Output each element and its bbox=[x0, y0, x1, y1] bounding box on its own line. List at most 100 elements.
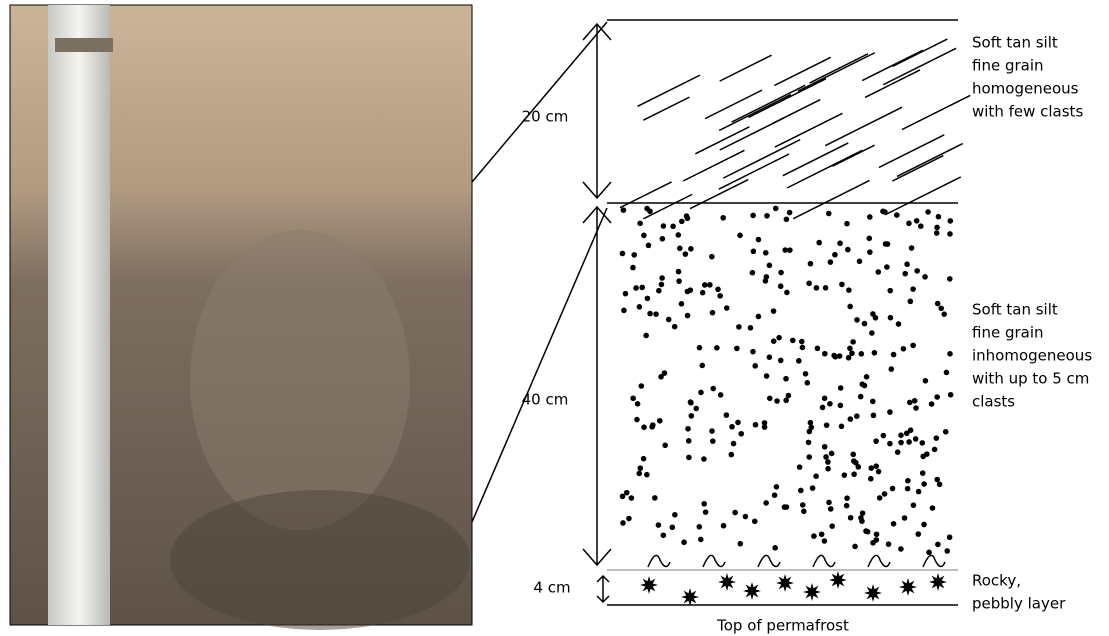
pebble bbox=[923, 555, 945, 567]
clast-dot bbox=[752, 519, 758, 525]
clast-dot bbox=[686, 438, 692, 444]
clast-dot bbox=[814, 285, 820, 291]
clast-dot bbox=[906, 221, 912, 227]
layer-description: with few clasts bbox=[972, 103, 1083, 121]
clast-dot bbox=[763, 278, 769, 284]
clast-dot bbox=[906, 439, 912, 445]
clast-dot bbox=[868, 465, 874, 471]
clast-dot bbox=[776, 335, 782, 341]
clast-dot bbox=[870, 540, 876, 546]
clast-dot bbox=[784, 216, 790, 222]
clast-dot bbox=[715, 287, 721, 293]
clast-dot bbox=[764, 373, 770, 379]
clast-dot bbox=[717, 293, 723, 299]
clast-dot bbox=[948, 392, 954, 398]
clast-dot bbox=[643, 333, 649, 339]
clast-dot bbox=[750, 270, 756, 276]
clast-dot bbox=[635, 401, 641, 407]
clast-dot bbox=[902, 515, 908, 521]
hatch bbox=[798, 53, 875, 91]
clast-dot bbox=[913, 436, 919, 442]
layer-description: Rocky, bbox=[972, 572, 1021, 590]
clast-dot bbox=[898, 432, 904, 438]
hatch bbox=[883, 48, 956, 84]
clast-dot bbox=[864, 374, 870, 380]
clast-dot bbox=[729, 452, 735, 458]
clast-dot bbox=[773, 206, 779, 212]
clast-dot bbox=[885, 241, 891, 247]
clast-dot bbox=[844, 221, 850, 227]
clast-dot bbox=[806, 281, 812, 287]
clast-dot bbox=[637, 304, 643, 310]
clast-dot bbox=[790, 338, 796, 344]
clast-dot bbox=[720, 215, 726, 221]
clast-dot bbox=[824, 422, 830, 428]
clast-dot bbox=[891, 521, 897, 527]
clast-dot bbox=[936, 214, 942, 220]
thickness-label: 4 cm bbox=[533, 579, 570, 597]
clast-dot bbox=[890, 486, 896, 492]
clast-dot bbox=[873, 438, 879, 444]
clast-dot bbox=[828, 259, 834, 265]
clast-dot bbox=[926, 550, 932, 556]
clast-dot bbox=[685, 313, 691, 319]
clast-dot bbox=[886, 541, 892, 547]
hatch bbox=[893, 39, 948, 66]
clast-dot bbox=[924, 451, 930, 457]
clast-dot bbox=[811, 533, 817, 539]
clast-dot bbox=[820, 405, 826, 411]
thickness-arrows bbox=[583, 24, 611, 602]
clast-dot bbox=[729, 424, 735, 430]
clast-dot bbox=[702, 282, 708, 288]
clast-dot bbox=[875, 269, 881, 275]
clast-dot bbox=[641, 424, 647, 430]
clast-dot bbox=[681, 539, 687, 545]
clast-dot bbox=[646, 243, 652, 249]
layer-description: clasts bbox=[972, 393, 1015, 411]
clast-dot bbox=[859, 518, 865, 524]
hatch bbox=[787, 150, 862, 188]
clast-dot bbox=[767, 396, 773, 402]
clast-dot bbox=[943, 429, 949, 435]
clast-dot bbox=[752, 363, 758, 369]
clast-dot bbox=[743, 514, 749, 520]
clast-dot bbox=[709, 254, 715, 260]
hatch bbox=[719, 154, 789, 189]
clast-dot bbox=[701, 501, 707, 507]
clast-dot bbox=[842, 472, 848, 478]
clast-dot bbox=[825, 459, 831, 465]
clast-dot bbox=[822, 444, 828, 450]
clast-dot bbox=[929, 401, 935, 407]
clast-dot bbox=[888, 315, 894, 321]
diagram: 20 cm 40 cm 4 cm Top of permafrost Soft … bbox=[0, 0, 1109, 636]
clast-dot bbox=[822, 538, 828, 544]
clast-dot bbox=[823, 285, 829, 291]
clast-dot bbox=[912, 398, 918, 404]
clast-dot bbox=[647, 208, 653, 214]
clast-dot bbox=[721, 523, 727, 529]
clast-dot bbox=[914, 268, 920, 274]
clast-dot bbox=[710, 438, 716, 444]
clast-dot bbox=[859, 351, 865, 357]
clast-dot bbox=[689, 413, 695, 419]
clast-dot bbox=[849, 350, 855, 356]
clast-dot bbox=[620, 251, 626, 257]
clast-dot bbox=[905, 486, 911, 492]
hatch bbox=[683, 150, 744, 181]
clast-dot bbox=[772, 545, 778, 551]
clast-dot bbox=[670, 525, 676, 531]
clast-dot bbox=[826, 500, 832, 506]
clast-dot bbox=[800, 345, 806, 351]
clast-dot bbox=[887, 409, 893, 415]
clast-dot bbox=[767, 354, 773, 360]
clast-dot bbox=[941, 311, 947, 317]
hatch bbox=[719, 95, 791, 131]
clast-dot bbox=[934, 394, 940, 400]
clast-dot bbox=[782, 504, 788, 510]
clast-dot bbox=[937, 482, 943, 488]
clast-dot bbox=[877, 495, 883, 501]
clast-dot bbox=[862, 321, 868, 327]
clast-dot bbox=[629, 495, 635, 501]
clast-dot bbox=[854, 317, 860, 323]
clast-dot bbox=[838, 385, 844, 391]
